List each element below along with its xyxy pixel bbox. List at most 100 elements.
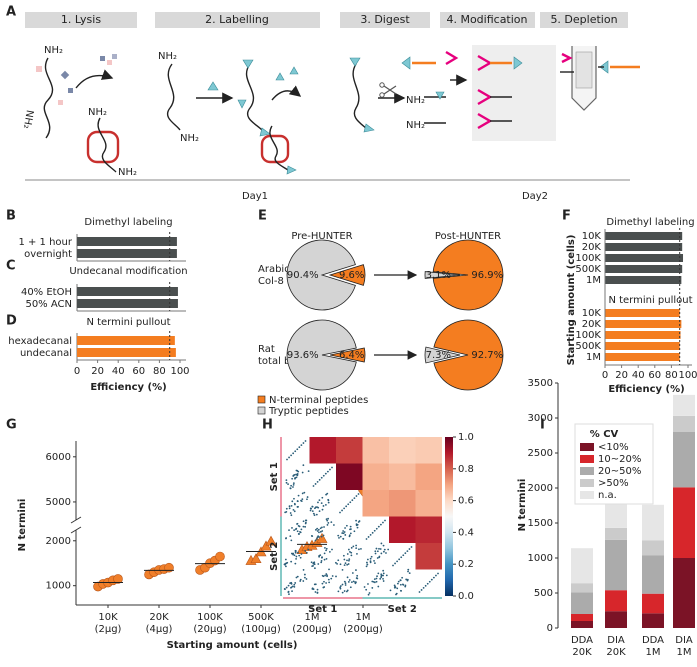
step-box bbox=[25, 12, 137, 28]
scatter-cloud bbox=[296, 530, 299, 533]
scatter-cloud bbox=[325, 493, 327, 496]
heatmap-cell bbox=[389, 490, 416, 517]
scatter-cloud bbox=[325, 557, 328, 560]
scatter-cloud bbox=[351, 572, 354, 574]
scatter-cloud bbox=[376, 575, 378, 578]
scatter-cloud bbox=[295, 555, 298, 558]
scatter-cloud bbox=[322, 534, 325, 537]
y-tick-label: 2000 bbox=[46, 536, 71, 547]
bar-segment bbox=[571, 614, 593, 621]
diagonal-point bbox=[384, 519, 386, 522]
panel-letter: I bbox=[540, 418, 545, 433]
legend-label: n.a. bbox=[598, 490, 617, 501]
scatter-cloud bbox=[321, 508, 324, 511]
scatter-cloud bbox=[284, 511, 287, 514]
diagonal-point bbox=[379, 523, 382, 526]
label-reagent bbox=[259, 127, 271, 137]
label-reagent bbox=[237, 99, 247, 109]
diagonal-point bbox=[298, 446, 301, 449]
scatter-cloud bbox=[338, 536, 340, 539]
bar-segment bbox=[571, 583, 593, 593]
scatter-cloud bbox=[297, 470, 300, 473]
scatter-cloud bbox=[373, 559, 375, 562]
panel-letter: E bbox=[258, 209, 267, 224]
y-tick-label: 500 bbox=[534, 588, 553, 599]
scatter-cloud bbox=[314, 583, 317, 586]
scatter-cloud bbox=[371, 587, 374, 589]
scatter-cloud bbox=[369, 557, 372, 560]
diagonal-point bbox=[288, 456, 290, 459]
scatter-cloud bbox=[321, 496, 324, 499]
bar bbox=[77, 299, 178, 308]
scatter-cloud bbox=[347, 548, 350, 551]
scatter-cloud bbox=[286, 561, 289, 564]
scatter-cloud bbox=[382, 572, 385, 575]
colorbar-tick-label: 0.4 bbox=[458, 527, 474, 538]
scatter-cloud bbox=[365, 588, 368, 591]
y-tick-label: 0 bbox=[547, 623, 553, 634]
value-label: 6.4% bbox=[339, 350, 364, 361]
scatter-cloud bbox=[346, 563, 349, 566]
scatter-cloud bbox=[352, 580, 355, 583]
category-label: 10K bbox=[582, 308, 602, 319]
protein-complex bbox=[86, 130, 120, 164]
scatter-cloud bbox=[301, 471, 304, 474]
pie-slice bbox=[286, 239, 356, 311]
diagonal-point bbox=[371, 531, 374, 534]
scatter-cloud bbox=[314, 528, 317, 531]
scatter-cloud bbox=[401, 576, 404, 579]
diagonal-point bbox=[432, 576, 435, 579]
scatter-cloud bbox=[296, 522, 299, 525]
scatter-cloud bbox=[311, 587, 314, 590]
scatter-cloud bbox=[345, 524, 348, 527]
protein-complex bbox=[260, 134, 290, 164]
scatter-cloud bbox=[296, 500, 299, 503]
amine-label: NH₂ bbox=[44, 45, 63, 56]
scatter-cloud bbox=[408, 572, 411, 575]
scatter-cloud bbox=[292, 483, 295, 486]
diagonal-point bbox=[353, 497, 356, 500]
scatter-cloud bbox=[289, 487, 292, 490]
scatter-cloud bbox=[321, 574, 324, 577]
x-tick-label: 100K bbox=[197, 612, 223, 623]
category-label: 20K bbox=[582, 242, 602, 253]
scatter-cloud bbox=[348, 559, 350, 562]
bar-segment bbox=[642, 504, 664, 541]
arrow bbox=[271, 85, 302, 101]
amine-label: NH₂ bbox=[88, 107, 107, 118]
x-tick-label: 1M bbox=[677, 647, 692, 658]
category-label: overnight bbox=[24, 249, 72, 260]
diagonal-point bbox=[392, 564, 394, 567]
scatter-cloud bbox=[355, 569, 357, 571]
scatter-cloud bbox=[318, 499, 321, 502]
colorbar-tick-label: 0.2 bbox=[458, 559, 474, 570]
scatter-cloud bbox=[313, 567, 316, 570]
scatter-cloud bbox=[366, 558, 369, 561]
scatter-cloud bbox=[356, 574, 359, 577]
scatter-cloud bbox=[371, 580, 374, 583]
bar-segment bbox=[673, 415, 695, 432]
scatter-cloud bbox=[378, 547, 380, 550]
scatter-cloud bbox=[325, 549, 327, 552]
scatter-cloud bbox=[350, 581, 353, 584]
diagonal-point bbox=[320, 476, 323, 479]
bar-segment bbox=[642, 593, 664, 614]
debris bbox=[36, 66, 42, 72]
column-title: Pre-HUNTER bbox=[291, 231, 352, 242]
debris bbox=[112, 54, 117, 59]
scatter-cloud bbox=[356, 526, 359, 529]
x-tick-label: 60 bbox=[648, 370, 661, 381]
scatter-cloud bbox=[320, 559, 323, 562]
scatter-cloud bbox=[293, 497, 295, 500]
x-tick-sublabel: (2μg) bbox=[95, 624, 122, 635]
category-label: 500K bbox=[575, 264, 601, 275]
legend-label: >50% bbox=[598, 478, 629, 489]
scatter-cloud bbox=[356, 552, 358, 555]
scatter-cloud bbox=[378, 556, 381, 559]
scatter-cloud bbox=[387, 548, 390, 551]
category-label: 1M bbox=[586, 275, 601, 286]
scatter-cloud bbox=[290, 560, 293, 563]
diagonal-point bbox=[314, 483, 317, 485]
scatter-cloud bbox=[290, 484, 293, 487]
